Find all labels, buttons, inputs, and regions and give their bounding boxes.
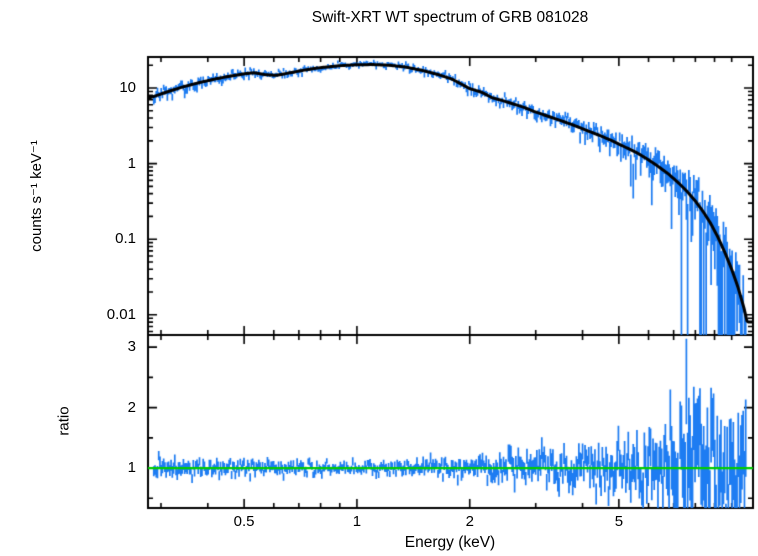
y-tick-label-counts: 10 xyxy=(119,78,136,96)
x-tick-label: 5 xyxy=(614,513,624,530)
y-tick-label-counts: 0.01 xyxy=(106,305,136,323)
y-tick-label-ratio: 1 xyxy=(127,459,136,477)
x-tick-label: 2 xyxy=(465,513,474,530)
y-tick-label-ratio: 2 xyxy=(127,398,136,416)
y-tick-label-counts: 0.1 xyxy=(115,230,136,248)
x-tick-label: 0.5 xyxy=(233,513,255,530)
y-axis-label-counts: counts s⁻¹ keV⁻¹ xyxy=(28,140,45,252)
x-axis-label: Energy (keV) xyxy=(404,534,496,551)
chart-title: Swift-XRT WT spectrum of GRB 081028 xyxy=(311,9,589,26)
y-tick-label-ratio: 3 xyxy=(127,338,136,356)
y-axis-label-ratio: ratio xyxy=(55,406,73,436)
y-tick-label-counts: 1 xyxy=(127,154,136,172)
x-tick-label: 1 xyxy=(352,513,362,530)
